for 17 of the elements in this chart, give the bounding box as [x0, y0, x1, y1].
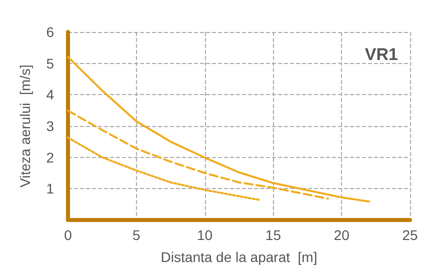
line-series — [67, 136, 261, 201]
y-tick-label: 2 — [46, 149, 54, 166]
y-tick-label: 1 — [46, 180, 54, 197]
x-tick-label: 20 — [334, 227, 350, 243]
x-tick-label: 5 — [132, 227, 140, 243]
y-tick-label: 6 — [46, 24, 54, 40]
y-tick-label: 4 — [46, 86, 54, 103]
y-tick-label: 5 — [46, 55, 54, 72]
y-tick-label: 3 — [46, 118, 54, 134]
x-tick-label: 25 — [402, 227, 418, 243]
line-series — [67, 110, 329, 200]
x-tick-label: 10 — [197, 227, 213, 243]
x-axis-title: Distanta de la aparat [m] — [160, 249, 318, 265]
y-axis-title: Viteza aerului [m/s] — [17, 64, 33, 188]
x-tick-label: 0 — [64, 227, 72, 243]
annotation: VR1 — [364, 45, 398, 64]
x-tick-label: 15 — [265, 227, 282, 243]
